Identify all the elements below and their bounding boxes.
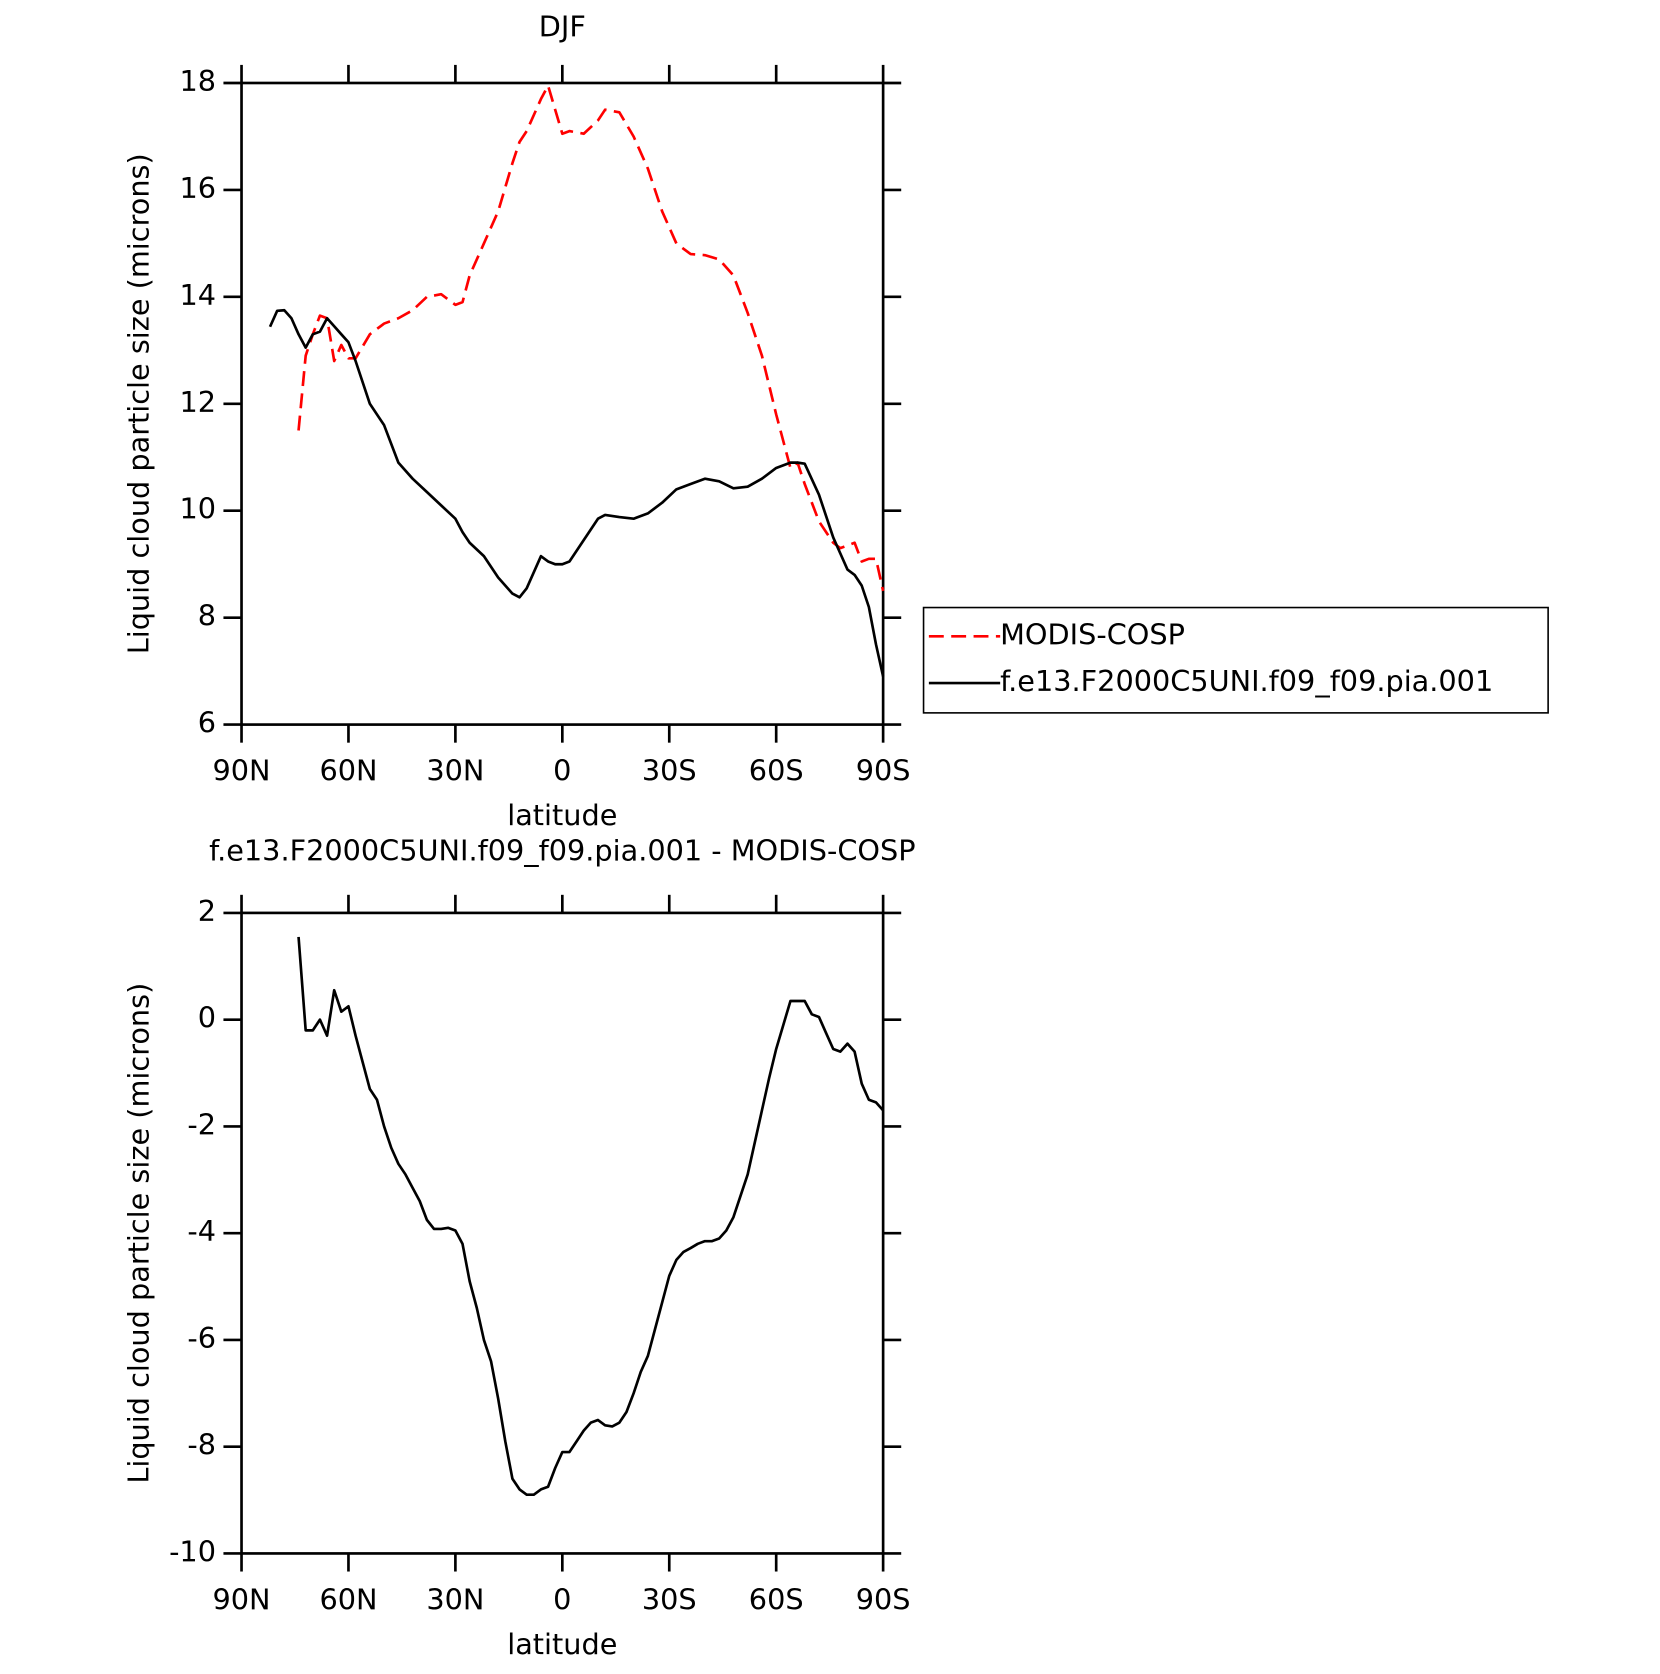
x-tick-label: 60S [749,1582,804,1616]
series-line [268,308,885,677]
y-tick-label: -6 [187,1321,216,1355]
y-tick-label: 12 [179,385,216,419]
x-tick-label: 90N [213,753,271,787]
y-tick-label: 16 [179,171,216,205]
legend-label: f.e13.F2000C5UNI.f09_f09.pia.001 [1000,664,1493,698]
chart-title: f.e13.F2000C5UNI.f09_f09.pia.001 - MODIS… [209,833,915,867]
y-tick-label: 2 [198,894,216,928]
x-tick-label: 60S [749,753,804,787]
axes-frame [240,81,885,726]
x-tick-label: 60N [319,1582,377,1616]
plot-area: DJF 6 8 10 12 14 16 18 90N 60N 30N 0 30S 60S 90S latitu… [121,10,1549,1661]
legend-label: MODIS-COSP [1000,617,1185,651]
y-tick-label: -2 [187,1107,216,1141]
x-tick-label: 90S [856,1582,911,1616]
y-tick-label: 14 [179,278,216,312]
y-axis-label: Liquid cloud particle size (microns) [121,983,155,1484]
x-tick-label: 30N [426,753,484,787]
y-tick-label: 8 [198,599,216,633]
x-tick-label: 0 [553,753,571,787]
y-tick-label: 0 [198,1001,216,1035]
x-axis-label: latitude [507,1627,617,1661]
x-tick-label: 30S [642,753,697,787]
y-tick-label: -4 [187,1214,216,1248]
chart-title: DJF [539,10,586,44]
y-tick-label: 18 [179,64,216,98]
y-tick-label: 10 [179,492,216,526]
x-tick-label: 60N [319,753,377,787]
x-tick-label: 90S [856,753,911,787]
x-tick-label: 30S [642,1582,697,1616]
x-axis-label: latitude [507,798,617,832]
legend-box [922,606,1549,714]
x-tick-label: 0 [553,1582,571,1616]
x-tick-label: 30N [426,1582,484,1616]
series-line [297,936,885,1497]
y-axis-label: Liquid cloud particle size (microns) [121,153,155,654]
series-line [297,84,885,592]
x-tick-label: 90N [213,1582,271,1616]
y-tick-label: 6 [198,706,216,740]
y-tick-label: -8 [187,1428,216,1462]
y-tick-label: -10 [169,1534,216,1568]
